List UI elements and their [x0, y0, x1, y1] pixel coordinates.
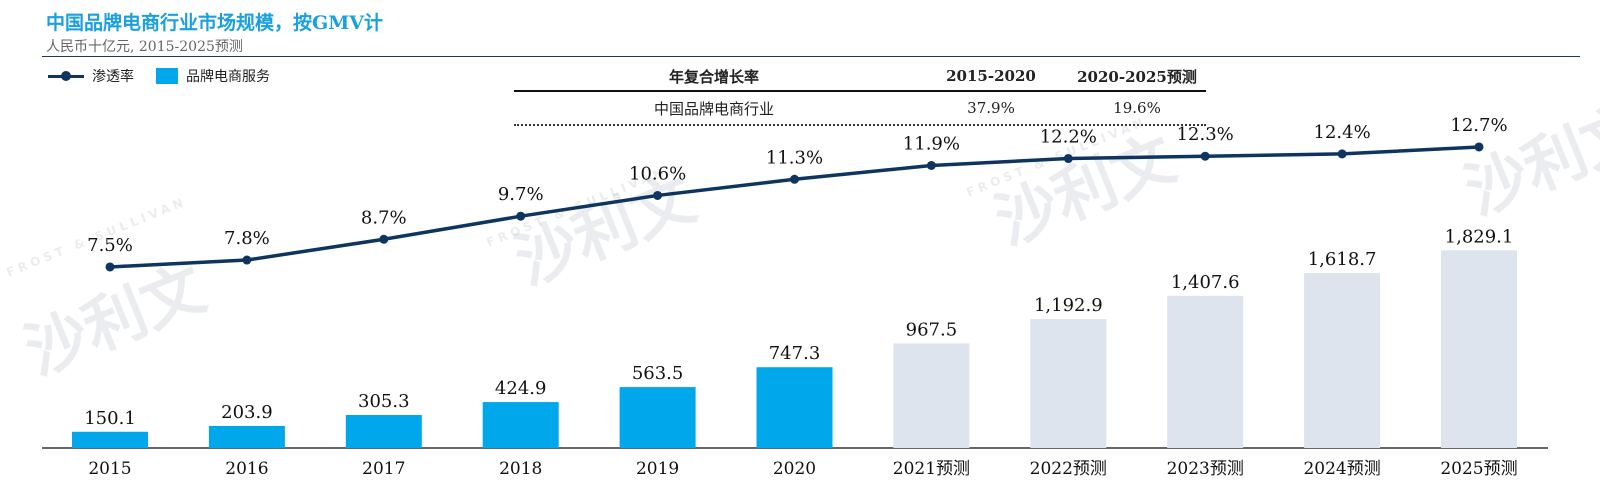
bar-value-label: 424.9	[495, 378, 547, 399]
legend: 渗透率 品牌电商服务	[48, 66, 292, 86]
x-tick-label: 2025预测	[1440, 459, 1517, 479]
header-divider	[42, 56, 1580, 57]
bar-value-label: 150.1	[84, 408, 136, 429]
x-tick-label: 2024预测	[1303, 459, 1380, 479]
bar-value-label: 1,829.1	[1445, 226, 1514, 247]
bar-2020	[756, 367, 833, 448]
cagr-table: 年复合增长率 2015-2020 2020-2025预测 中国品牌电商行业 37…	[514, 62, 1206, 126]
cagr-header-name: 年复合增长率	[668, 67, 759, 86]
penetration-value-label: 12.7%	[1450, 115, 1507, 136]
bar-swatch-icon	[156, 68, 178, 84]
x-tick-label: 2019	[636, 459, 679, 479]
penetration-value-label: 10.6%	[629, 163, 686, 184]
bar-value-label: 563.5	[632, 363, 684, 384]
penetration-value-label: 12.2%	[1040, 127, 1097, 148]
bar-value-label: 203.9	[221, 402, 273, 423]
penetration-value-label: 12.4%	[1314, 122, 1371, 143]
x-tick-label: 2015	[88, 459, 131, 479]
legend-item-penetration: 渗透率	[48, 66, 134, 86]
bar-2016	[208, 425, 285, 448]
bar-value-label: 747.3	[769, 343, 821, 364]
legend-item-brand-ecommerce: 品牌电商服务	[156, 66, 270, 86]
penetration-value-label: 12.3%	[1177, 124, 1234, 145]
cagr-table-row: 中国品牌电商行业 37.9% 19.6%	[514, 92, 1206, 126]
cagr-row-value1: 37.9%	[967, 99, 1015, 117]
cagr-row-name: 中国品牌电商行业	[653, 99, 774, 118]
penetration-value-label: 7.5%	[87, 235, 133, 256]
bar-2024预测	[1304, 273, 1381, 448]
penetration-value-label: 7.8%	[224, 228, 270, 249]
penetration-value-label: 9.7%	[498, 184, 544, 205]
x-tick-label: 2022预测	[1030, 459, 1107, 479]
penetration-point-2018	[516, 211, 526, 221]
x-tick-label: 2023预测	[1167, 459, 1244, 479]
cagr-row-value2: 19.6%	[1113, 99, 1161, 117]
penetration-value-label: 8.7%	[361, 207, 407, 228]
line-marker-icon	[48, 70, 84, 82]
x-tick-label: 2017	[362, 459, 405, 479]
cagr-table-header: 年复合增长率 2015-2020 2020-2025预测	[514, 62, 1206, 92]
cagr-header-period1: 2015-2020	[946, 67, 1036, 85]
bar-2015	[72, 431, 148, 448]
penetration-point-2021预测	[926, 160, 936, 170]
bar-2022预测	[1030, 319, 1107, 448]
bar-2021预测	[893, 343, 970, 448]
penetration-point-2022预测	[1063, 154, 1073, 164]
bar-2017	[345, 414, 422, 448]
bar-2018	[482, 402, 559, 448]
bar-value-label: 1,618.7	[1308, 249, 1377, 270]
penetration-point-2024预测	[1337, 149, 1347, 159]
bar-value-label: 305.3	[358, 391, 410, 412]
bar-2019	[619, 387, 696, 448]
bar-value-label: 1,192.9	[1034, 295, 1103, 316]
chart-title: 中国品牌电商行业市场规模，按GMV计	[46, 12, 384, 34]
x-tick-label: 2020	[773, 459, 816, 479]
legend-label-brand-ecommerce: 品牌电商服务	[186, 69, 270, 85]
penetration-point-2020	[790, 174, 799, 184]
cagr-header-period2: 2020-2025预测	[1077, 67, 1197, 86]
bar-value-label: 967.5	[906, 319, 958, 340]
bar-value-label: 1,407.6	[1171, 272, 1240, 293]
penetration-point-2016	[242, 255, 252, 265]
penetration-value-label: 11.3%	[766, 147, 823, 168]
penetration-point-2025预测	[1474, 142, 1484, 152]
bar-2025预测	[1441, 250, 1517, 448]
bar-2023预测	[1167, 295, 1244, 448]
penetration-value-label: 11.9%	[903, 133, 960, 154]
penetration-point-2019	[653, 190, 663, 200]
penetration-point-2015	[105, 262, 115, 272]
chart-subtitle: 人民币十亿元, 2015-2025预测	[46, 39, 243, 55]
legend-label-penetration: 渗透率	[92, 69, 134, 85]
x-tick-label: 2016	[225, 459, 268, 479]
x-tick-label: 2018	[499, 459, 542, 479]
penetration-point-2017	[379, 234, 389, 244]
x-tick-label: 2021预测	[893, 459, 970, 479]
penetration-point-2023预测	[1200, 151, 1210, 161]
